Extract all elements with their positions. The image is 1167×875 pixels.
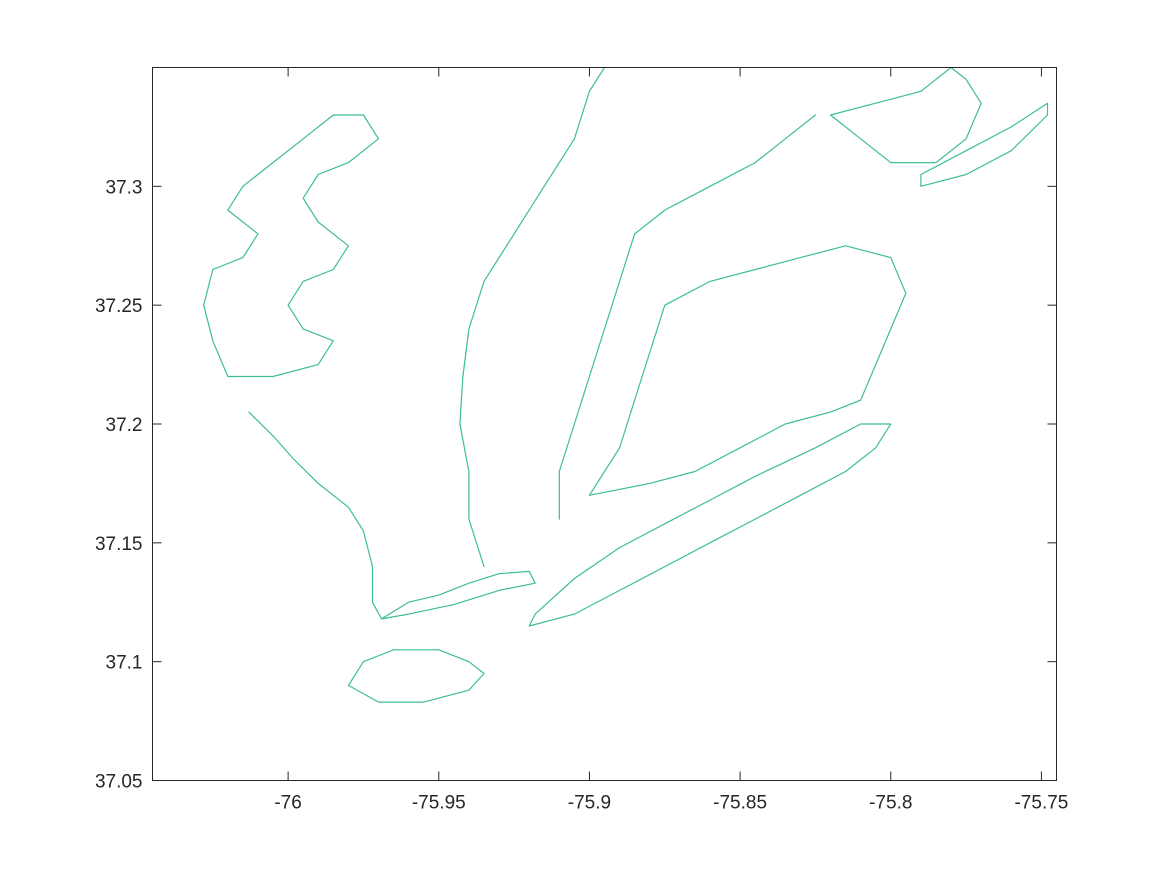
y-axis: 37.05 37.1 37.15 37.2 37.25 37.3: [95, 177, 1057, 793]
x-tick-label: -75.75: [1014, 793, 1068, 814]
x-axis: -76 -75.95 -75.9 -75.85 -75.8 -75.75: [274, 67, 1068, 814]
coastline-spit-tail: [248, 411, 383, 620]
coastline-fishermans-island: [347, 649, 485, 703]
y-tick-label: 37.2: [106, 415, 143, 436]
coastline-central-peninsula-west: [459, 66, 606, 568]
coastline-southern-peninsula-tip: [380, 570, 536, 620]
y-tick-label: 37.15: [95, 534, 143, 555]
y-tick-label: 37.25: [95, 296, 143, 317]
y-tick-label: 37.05: [95, 772, 143, 793]
x-tick-label: -75.95: [412, 793, 466, 814]
coastline-northeast-barrier: [920, 102, 1049, 187]
x-tick-label: -75.9: [568, 793, 611, 814]
coastline-barrier-island-south: [528, 423, 892, 627]
coastline-marsh-mainland-east: [588, 245, 907, 496]
y-tick-label: 37.1: [106, 653, 143, 674]
coastline-northeast-marsh: [829, 66, 982, 164]
plot-area: [203, 66, 1049, 703]
coastline-central-peninsula-east: [558, 114, 816, 520]
coastline-western-shore: [203, 114, 380, 378]
y-tick-label: 37.3: [106, 177, 143, 198]
x-tick-label: -76: [274, 793, 301, 814]
x-tick-label: -75.8: [869, 793, 912, 814]
x-tick-label: -75.85: [713, 793, 767, 814]
